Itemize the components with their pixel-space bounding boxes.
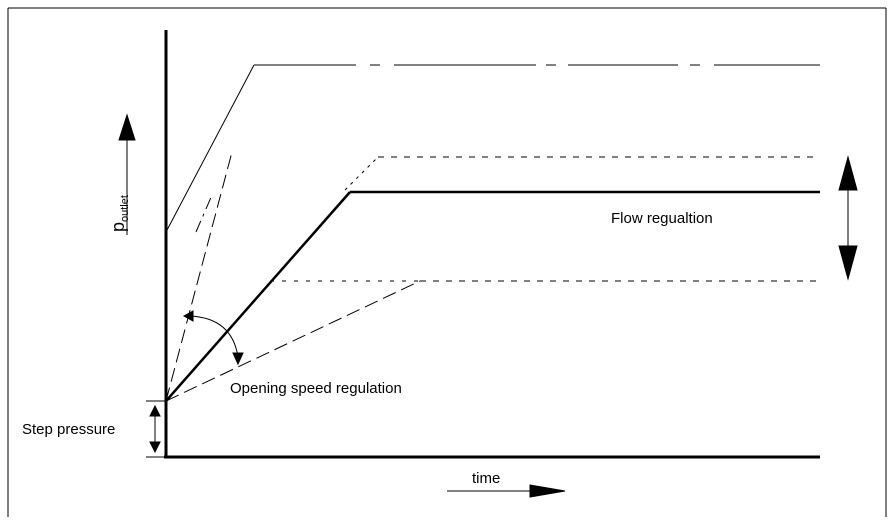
max-pressure-curve <box>165 64 820 233</box>
time-direction-arrow <box>447 484 566 498</box>
y-axis-label-main: p <box>108 222 128 232</box>
slow-opening-curve <box>165 280 421 402</box>
axes <box>164 30 820 459</box>
opening-speed-regulation-label: Opening speed regulation <box>230 380 402 397</box>
y-direction-arrow <box>118 113 136 235</box>
fast-opening-curve <box>165 151 233 402</box>
flow-range-arrow <box>838 155 858 281</box>
step-pressure-label: Step pressure <box>22 421 115 438</box>
opening-speed-arc-arrow <box>182 310 244 366</box>
y-axis-label: poutlet <box>108 195 131 232</box>
upper-flow-limit <box>344 156 820 191</box>
diagram-frame <box>7 7 887 517</box>
step-pressure-marker <box>146 400 166 458</box>
flow-regulation-label: Flow regualtion <box>611 210 713 227</box>
y-axis-label-subscript: outlet <box>119 195 131 222</box>
x-axis-label: time <box>472 470 500 487</box>
nominal-pressure-curve <box>165 190 820 402</box>
